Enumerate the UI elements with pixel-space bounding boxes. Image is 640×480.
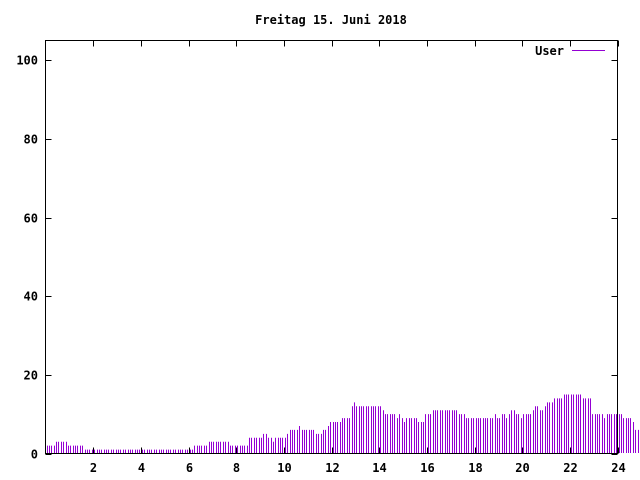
plot-frame	[45, 40, 618, 454]
legend: User	[535, 44, 605, 58]
y-axis: 0 20 40 60 80 100	[16, 54, 618, 462]
y-tick-label: 100	[16, 54, 38, 68]
bar-series-user	[47, 394, 639, 453]
x-tick-label: 4	[138, 461, 145, 475]
x-tick-label: 10	[277, 461, 291, 475]
x-tick-label: 20	[515, 461, 529, 475]
y-tick-label: 0	[31, 448, 38, 462]
x-tick-label: 6	[186, 461, 193, 475]
x-tick-label: 22	[563, 461, 577, 475]
y-tick-label: 40	[24, 290, 38, 304]
x-tick-label: 12	[325, 461, 339, 475]
x-axis: 2 4 6 8 10 12 14 16 18 20 22 24	[90, 40, 626, 475]
y-tick-label: 60	[24, 212, 38, 226]
y-tick-label: 80	[24, 133, 38, 147]
x-tick-label: 24	[611, 461, 625, 475]
x-tick-label: 2	[90, 461, 97, 475]
legend-label-user: User	[535, 44, 564, 58]
x-tick-label: 18	[468, 461, 482, 475]
x-tick-label: 14	[372, 461, 386, 475]
y-tick-label: 20	[24, 369, 38, 383]
chart-title: Freitag 15. Juni 2018	[255, 13, 407, 27]
x-tick-label: 16	[420, 461, 434, 475]
x-tick-label: 8	[233, 461, 240, 475]
